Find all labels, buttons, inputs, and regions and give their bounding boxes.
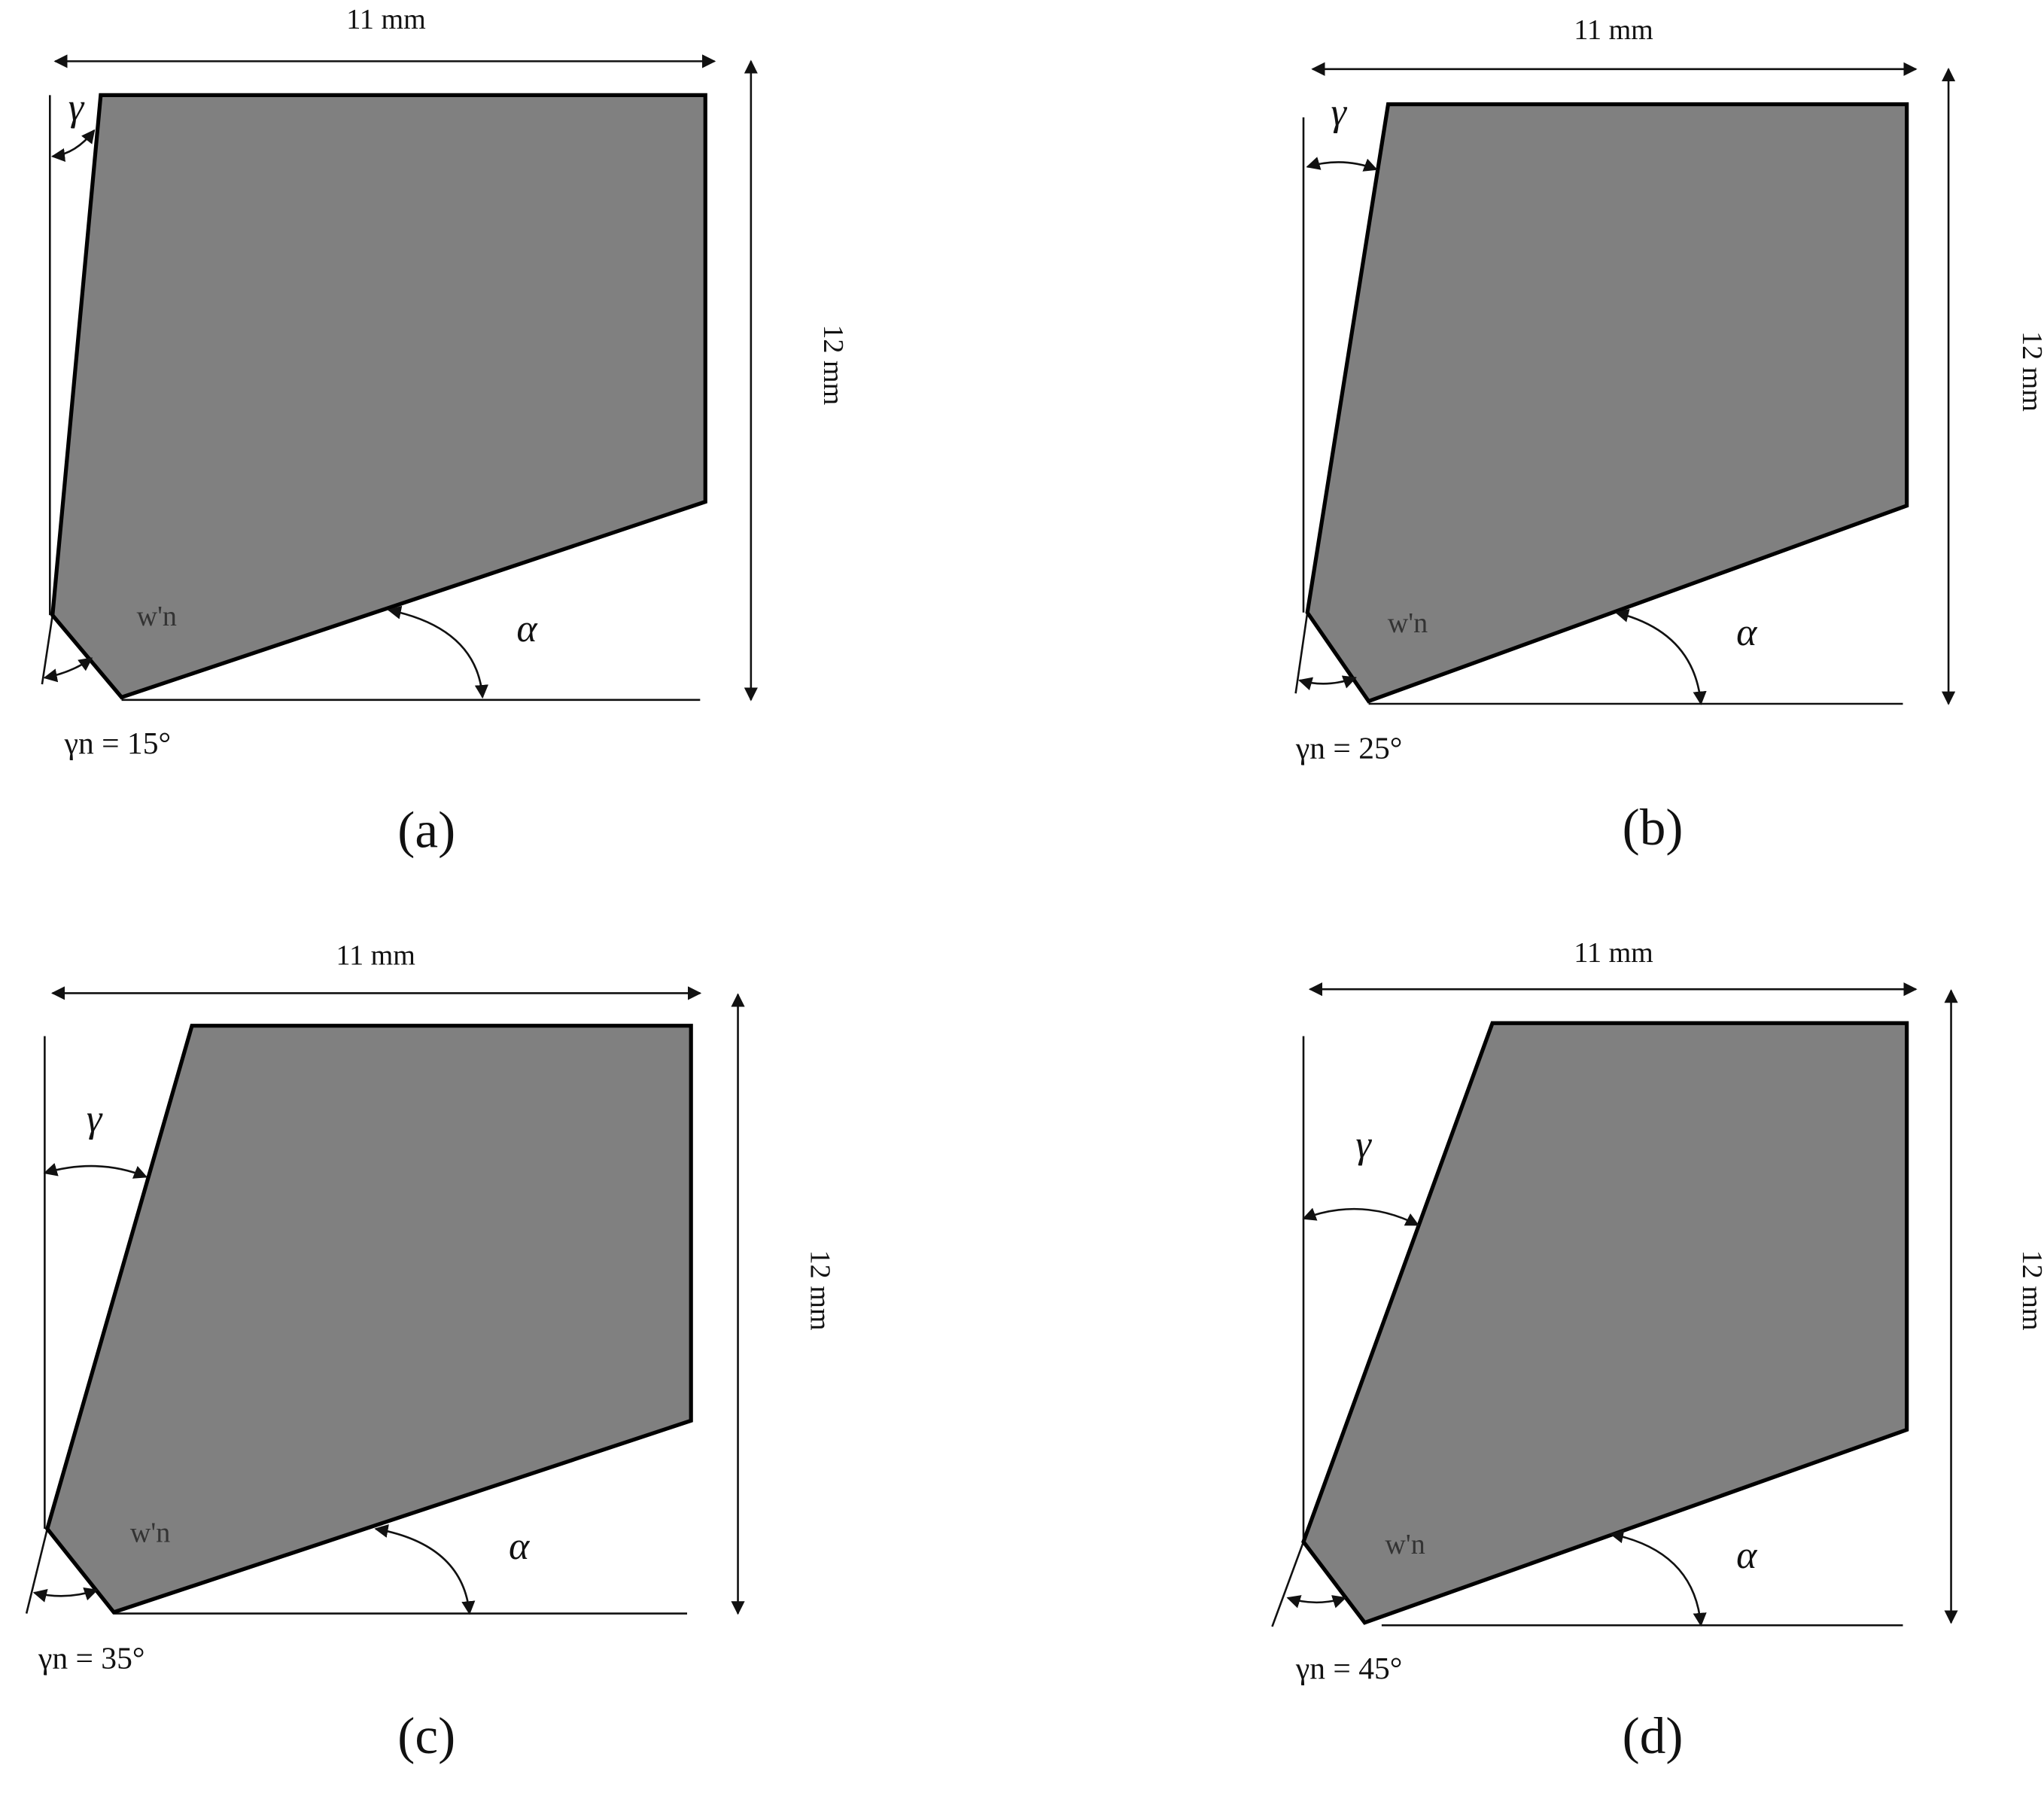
clearance-label: α xyxy=(1736,1534,1758,1577)
clearance-angle-arc xyxy=(1609,1530,1707,1627)
width-label: 11 mm xyxy=(1574,14,1653,46)
chamfer-angle-arc xyxy=(43,657,93,683)
extension-line xyxy=(25,1528,49,1614)
width-label: 11 mm xyxy=(1574,937,1653,969)
caption: (c) xyxy=(397,1706,455,1764)
rake-label: γ xyxy=(87,1097,103,1140)
height-label: 12 mm xyxy=(2016,1250,2044,1331)
panel: 11 mm 12 mm γ w'n α γn = 35° (c) xyxy=(25,939,835,1764)
panel: 11 mm 12 mm γ w'n α γn = 15° (a) xyxy=(41,4,849,858)
tool-insert xyxy=(1305,102,1909,704)
rake-angle-arc xyxy=(43,1163,148,1179)
chamfer-angle-label: γn = 15° xyxy=(64,726,172,760)
panel: 11 mm 12 mm γ w'n α γn = 45° (d) xyxy=(1271,937,2044,1764)
rake-angle-arc xyxy=(1302,1207,1419,1226)
rake-label: γ xyxy=(1355,1124,1372,1167)
chamfer-angle-label: γn = 25° xyxy=(1295,731,1403,766)
rake-label: γ xyxy=(1331,91,1348,134)
chamfer-label: w'n xyxy=(1388,607,1428,639)
clearance-label: α xyxy=(516,607,538,650)
extension-line xyxy=(1294,612,1309,694)
height-label: 12 mm xyxy=(817,324,849,405)
width-label: 11 mm xyxy=(346,4,426,35)
caption: (d) xyxy=(1623,1706,1684,1764)
width-label: 11 mm xyxy=(336,939,415,971)
tool-insert xyxy=(1301,1021,1909,1625)
rake-label: γ xyxy=(68,86,85,129)
extension-line xyxy=(41,615,54,685)
rake-angle-arc xyxy=(1306,157,1378,172)
caption: (b) xyxy=(1623,798,1684,856)
clearance-angle-arc xyxy=(1614,608,1707,705)
clearance-angle-arc xyxy=(374,1524,476,1615)
chamfer-label: w'n xyxy=(1385,1529,1425,1560)
extension-line xyxy=(1271,1541,1305,1627)
panel: 11 mm 12 mm γ w'n α γn = 25° (b) xyxy=(1294,14,2044,856)
chamfer-angle-label: γn = 35° xyxy=(38,1640,145,1675)
chamfer-label: w'n xyxy=(130,1517,170,1548)
chamfer-angle-arc xyxy=(32,1587,99,1603)
clearance-label: α xyxy=(1736,611,1758,654)
caption: (a) xyxy=(397,800,455,858)
chamfer-angle-label: γn = 45° xyxy=(1295,1651,1403,1685)
tool-insert xyxy=(50,93,707,700)
chamfer-angle-arc xyxy=(1286,1595,1347,1609)
height-label: 12 mm xyxy=(2016,331,2044,412)
rake-angle-arc xyxy=(50,129,96,162)
clearance-label: α xyxy=(509,1525,531,1568)
tool-insert xyxy=(44,1024,693,1615)
clearance-angle-arc xyxy=(387,605,488,699)
height-label: 12 mm xyxy=(804,1250,835,1331)
chamfer-label: w'n xyxy=(137,601,177,632)
chamfer-angle-arc xyxy=(1298,675,1357,691)
